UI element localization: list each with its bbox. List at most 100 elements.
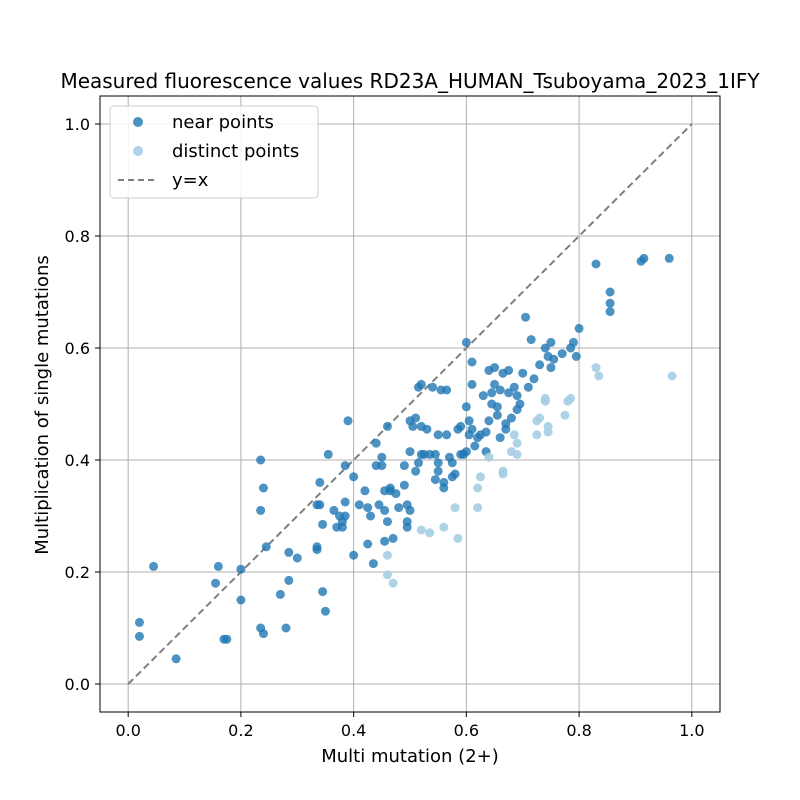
- near-point: [258, 629, 268, 639]
- legend-label-yx: y=x: [172, 170, 209, 191]
- near-point: [509, 382, 519, 392]
- near-point: [487, 388, 497, 398]
- near-point: [430, 449, 440, 459]
- near-point: [411, 466, 421, 476]
- near-point: [464, 416, 474, 426]
- near-point: [399, 480, 409, 490]
- distinct-point: [540, 393, 550, 403]
- near-point: [450, 469, 460, 479]
- y-tick-label: 1.0: [65, 115, 90, 134]
- near-point: [405, 505, 415, 515]
- near-point: [523, 382, 533, 392]
- near-point: [349, 472, 359, 482]
- near-point: [377, 452, 387, 462]
- near-point: [495, 433, 505, 443]
- near-point: [639, 253, 649, 263]
- distinct-point: [560, 410, 570, 420]
- near-point: [408, 421, 418, 431]
- distinct-point: [667, 371, 677, 381]
- near-point: [492, 410, 502, 420]
- near-point: [518, 368, 528, 378]
- near-point: [382, 517, 392, 527]
- near-point: [413, 458, 423, 468]
- near-point: [363, 539, 373, 549]
- legend-marker-distinct: [133, 146, 143, 156]
- near-point: [340, 497, 350, 507]
- near-point: [470, 441, 480, 451]
- near-point: [149, 561, 159, 571]
- near-point: [329, 505, 339, 515]
- near-point: [402, 522, 412, 532]
- distinct-point: [388, 578, 398, 588]
- near-point: [236, 595, 246, 605]
- near-point: [134, 617, 144, 627]
- distinct-point: [382, 570, 392, 580]
- near-point: [461, 447, 471, 457]
- near-point: [284, 575, 294, 585]
- near-point: [211, 578, 221, 588]
- near-point: [591, 259, 601, 269]
- near-point: [433, 466, 443, 476]
- near-point: [546, 337, 556, 347]
- near-point: [256, 505, 266, 515]
- x-tick-label: 0.4: [341, 721, 366, 740]
- near-point: [456, 421, 466, 431]
- near-point: [442, 430, 452, 440]
- distinct-point: [509, 430, 519, 440]
- near-point: [529, 374, 539, 384]
- near-point: [134, 631, 144, 641]
- y-tick-label: 0.6: [65, 339, 90, 358]
- near-point: [258, 483, 268, 493]
- legend-label-near: near points: [172, 112, 274, 133]
- distinct-point: [439, 522, 449, 532]
- near-point: [433, 430, 443, 440]
- near-point: [490, 379, 500, 389]
- near-point: [546, 363, 556, 373]
- near-point: [571, 351, 581, 361]
- near-point: [433, 458, 443, 468]
- near-point: [490, 363, 500, 373]
- near-point: [318, 587, 328, 597]
- near-point: [323, 449, 333, 459]
- near-point: [521, 312, 531, 322]
- near-point: [495, 385, 505, 395]
- near-point: [461, 337, 471, 347]
- near-point: [492, 402, 502, 412]
- legend-box: [109, 105, 319, 199]
- near-point: [504, 365, 514, 375]
- distinct-point: [543, 421, 553, 431]
- near-point: [380, 536, 390, 546]
- near-point: [343, 416, 353, 426]
- y-axis-label: Multiplication of single mutations: [32, 255, 53, 555]
- near-point: [430, 475, 440, 485]
- distinct-point: [475, 472, 485, 482]
- distinct-point: [450, 503, 460, 513]
- near-point: [481, 427, 491, 437]
- near-point: [391, 489, 401, 499]
- near-point: [236, 564, 246, 574]
- near-point: [171, 654, 181, 664]
- near-point: [354, 500, 364, 510]
- near-point: [447, 458, 457, 468]
- near-point: [428, 382, 438, 392]
- x-tick-label: 0.6: [454, 721, 479, 740]
- near-point: [320, 606, 330, 616]
- y-tick-label: 0.2: [65, 563, 90, 582]
- near-point: [461, 402, 471, 412]
- near-point: [388, 533, 398, 543]
- distinct-point: [594, 371, 604, 381]
- x-tick-label: 0.2: [228, 721, 253, 740]
- near-point: [318, 519, 328, 529]
- near-point: [605, 298, 615, 308]
- reference-line-yx: [127, 123, 693, 685]
- near-point: [292, 553, 302, 563]
- near-point: [349, 550, 359, 560]
- distinct-point: [473, 483, 483, 493]
- distinct-point: [591, 363, 601, 373]
- distinct-point: [382, 550, 392, 560]
- distinct-point: [535, 413, 545, 423]
- near-point: [467, 424, 477, 434]
- near-point: [366, 511, 376, 521]
- distinct-point: [498, 466, 508, 476]
